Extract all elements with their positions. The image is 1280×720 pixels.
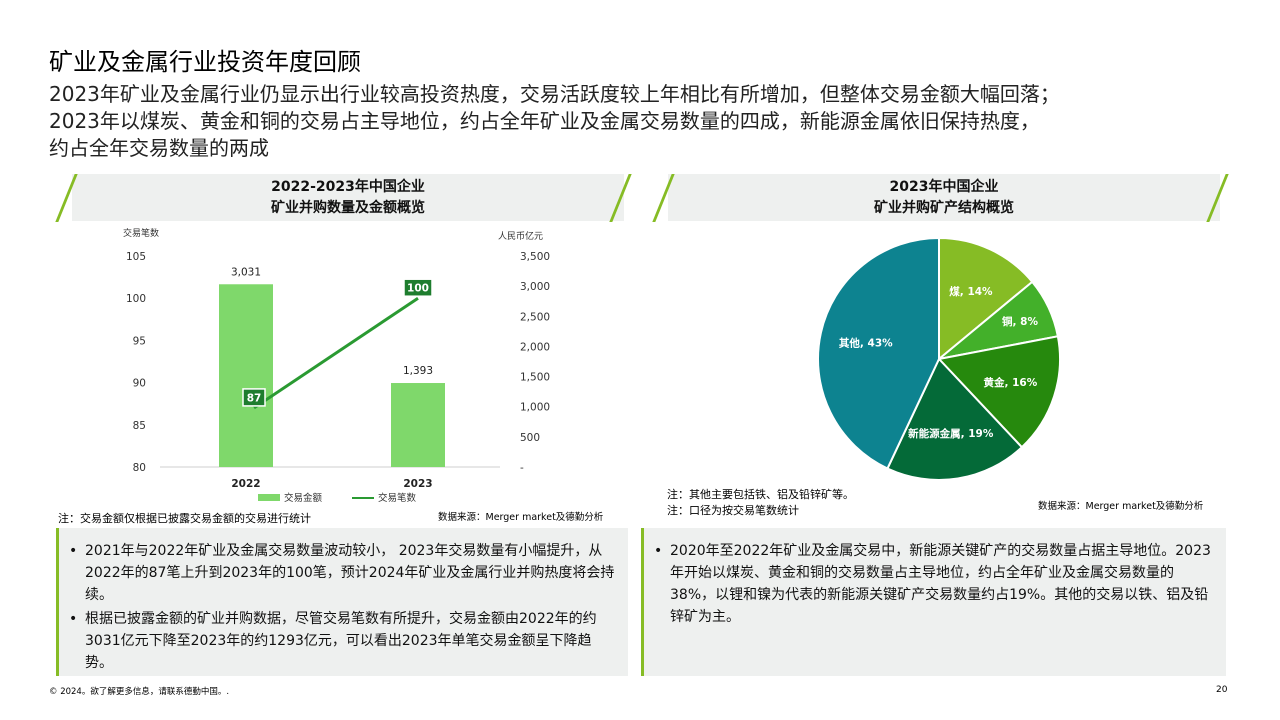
x-tick-label: 2022: [231, 478, 260, 490]
footer-copyright: © 2024。欲了解更多信息，请联系德勤中国。.: [49, 687, 230, 697]
right-header-line1: 2023年中国企业: [889, 179, 999, 195]
deal-count-line: [253, 296, 419, 410]
pie-slice-煤: [938, 236, 1034, 362]
right-tick-label: 1,500: [520, 372, 550, 384]
right-tick-label: 1,000: [520, 402, 550, 414]
pie-slice-label: 其他, 43%: [839, 337, 893, 350]
pie-slice-其他: [817, 236, 940, 470]
right-panel-header: 2023年中国企业 矿业并购矿产结构概览: [668, 174, 1220, 221]
right-axis-title: 人民币亿元: [498, 230, 543, 242]
pie-slice-新能源金属: [886, 357, 1024, 481]
subtitle-line: 2023年矿业及金属行业仍显示出行业较高投资热度，交易活跃度较上年相比有所增加，…: [49, 82, 1060, 106]
pie-slice-黄金: [937, 335, 1061, 449]
left-tick-label: 85: [133, 420, 146, 432]
pie-slice-label: 煤, 14%: [949, 285, 993, 298]
page-subtitle: 2023年矿业及金属行业仍显示出行业较高投资热度，交易活跃度较上年相比有所增加，…: [49, 81, 1249, 162]
deal-volume-chart: 交易笔数 人民币亿元 105 100 95 90 85 80 3,500 3,000 2,500 2,…: [123, 227, 550, 504]
subtitle-line: 约占全年交易数量的两成: [49, 136, 269, 160]
right-insight-box: 2020年至2022年矿业及金属交易中，新能源关键矿产的交易数量占据主导地位。2…: [641, 528, 1226, 676]
left-header-line2: 矿业并购数量及金额概览: [271, 200, 425, 216]
left-tick-label: 105: [126, 251, 146, 263]
left-axis-title: 交易笔数: [123, 227, 159, 239]
right-bullet-list: 2020年至2022年矿业及金属交易中，新能源关键矿产的交易数量占据主导地位。2…: [644, 528, 1226, 628]
page-number: 20: [1216, 685, 1228, 695]
bar-value-label: 3,031: [231, 266, 261, 278]
line-value-badge: [403, 278, 433, 297]
right-header-line2: 矿业并购矿产结构概览: [874, 200, 1014, 216]
right-tick-label: -: [520, 462, 524, 474]
mineral-structure-pie-chart: 煤, 14% 铜, 8% 黄金, 16% 新能源金属, 19% 其他, 43%: [817, 236, 1061, 481]
list-item: 2021年与2022年矿业及金属交易数量波动较小， 2023年交易数量有小幅提升…: [69, 540, 616, 606]
left-panel-header: 2022-2023年中国企业 矿业并购数量及金额概览: [72, 174, 624, 221]
bar-2022: [219, 284, 273, 467]
right-tick-label: 2,000: [520, 341, 550, 353]
page-title: 矿业及金属行业投资年度回顾: [49, 48, 361, 76]
right-tick-label: 3,500: [520, 251, 550, 263]
left-bullet-list: 2021年与2022年矿业及金属交易数量波动较小， 2023年交易数量有小幅提升…: [59, 528, 628, 674]
bar-value-label: 1,393: [403, 365, 433, 377]
right-tick-label: 3,000: [520, 281, 550, 293]
pie-slice-label: 铜, 8%: [1002, 315, 1038, 328]
left-note: 注：交易金额仅根据已披露交易金额的交易进行统计: [58, 512, 311, 525]
left-source: 数据来源：Merger market及德勤分析: [438, 512, 604, 523]
right-tick-label: 500: [520, 432, 540, 444]
left-insight-box: 2021年与2022年矿业及金属交易数量波动较小， 2023年交易数量有小幅提升…: [56, 528, 628, 676]
left-tick-label: 80: [133, 462, 146, 474]
pie-slice-label: 黄金, 16%: [983, 376, 1037, 389]
legend-label: 交易笔数: [378, 492, 417, 504]
x-tick-label: 2023: [403, 478, 432, 490]
pie-slice-label: 新能源金属, 19%: [908, 427, 994, 440]
list-item: 2020年至2022年矿业及金属交易中，新能源关键矿产的交易数量占据主导地位。2…: [654, 540, 1214, 628]
right-note-2: 注：口径为按交易笔数统计: [667, 504, 799, 517]
list-item: 根据已披露金额的矿业并购数据，尽管交易笔数有所提升，交易金额由2022年的约30…: [69, 608, 616, 674]
left-header-line1: 2022-2023年中国企业: [271, 179, 425, 195]
right-note-1: 注：其他主要包括铁、铝及铅锌矿等。: [667, 488, 854, 501]
right-tick-label: 2,500: [520, 311, 550, 323]
right-source: 数据来源：Merger market及德勤分析: [1038, 501, 1204, 512]
legend-swatch-bar: [258, 494, 280, 501]
line-value-label: 87: [247, 392, 262, 404]
line-value-label: 100: [407, 283, 429, 295]
left-tick-label: 90: [133, 378, 146, 390]
legend-label: 交易金额: [284, 492, 323, 504]
subtitle-line: 2023年以煤炭、黄金和铜的交易占主导地位，约占全年矿业及金属交易数量的四成，新…: [49, 109, 1040, 133]
left-tick-label: 100: [126, 293, 146, 305]
line-value-badge: [242, 388, 266, 407]
bar-2023: [391, 383, 445, 467]
left-tick-label: 95: [133, 335, 146, 347]
